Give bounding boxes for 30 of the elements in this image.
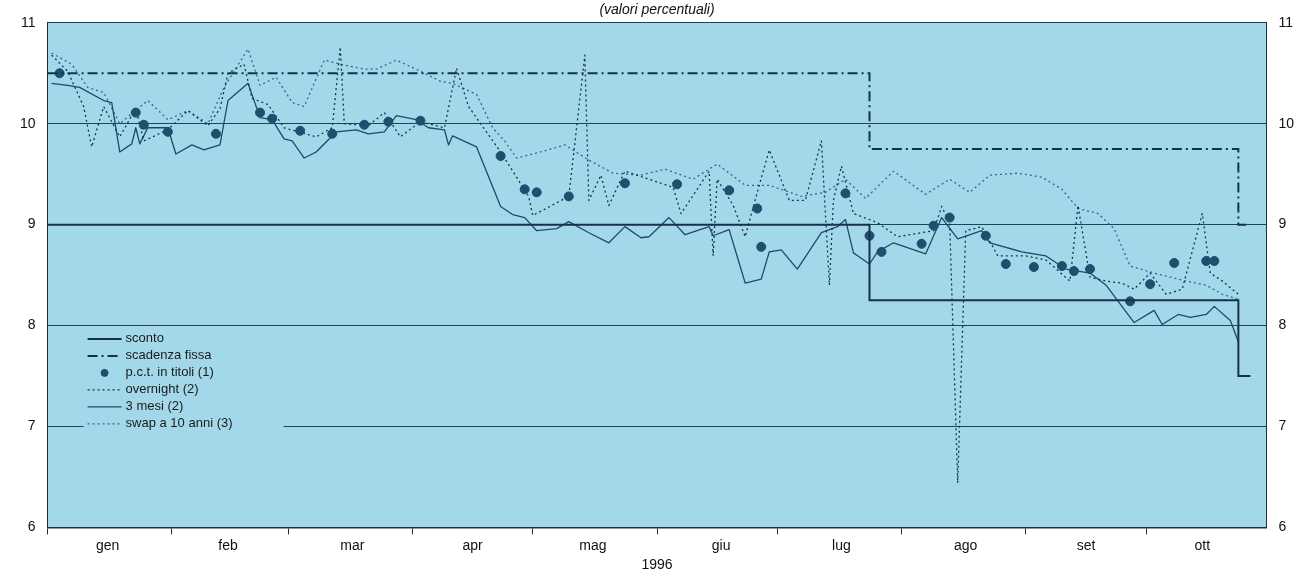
legend-label: 3 mesi (2) bbox=[125, 398, 184, 414]
x-tick-label: lug bbox=[832, 536, 851, 553]
x-tick-label: set bbox=[1076, 536, 1096, 553]
y-tick-label: 6 bbox=[27, 518, 36, 535]
x-tick-label: gen bbox=[96, 536, 120, 553]
x-tick-label: apr bbox=[462, 536, 484, 553]
y-tick-label: 11 bbox=[21, 13, 36, 30]
y2-tick-label: 10 bbox=[1278, 114, 1295, 131]
y2-tick-label: 9 bbox=[1278, 215, 1287, 232]
legend-label: sconto bbox=[125, 330, 164, 346]
y-tick-label: 9 bbox=[27, 215, 36, 232]
y2-tick-label: 8 bbox=[1278, 316, 1287, 333]
y2-tick-label: 6 bbox=[1278, 518, 1287, 535]
chart-subtitle: (valori percentuali) bbox=[599, 1, 715, 18]
y-tick-label: 10 bbox=[19, 114, 36, 131]
x-tick-label: giu bbox=[711, 536, 731, 553]
legend-label: swap a 10 anni (3) bbox=[125, 415, 233, 431]
y-tick-label: 8 bbox=[27, 316, 36, 333]
x-tick-label: mag bbox=[579, 536, 607, 553]
y2-tick-label: 7 bbox=[1278, 417, 1287, 434]
y-tick-label: 7 bbox=[27, 417, 36, 434]
legend-label: scadenza fissa bbox=[125, 347, 213, 363]
x-tick-label: ago bbox=[954, 536, 978, 553]
y2-tick-label: 11 bbox=[1278, 13, 1294, 30]
legend-label: p.c.t. in titoli (1) bbox=[125, 364, 214, 380]
x-axis-title: 1996 bbox=[641, 556, 673, 573]
x-tick-label: mar bbox=[340, 536, 365, 553]
x-tick-label: feb bbox=[218, 536, 238, 553]
legend-label: overnight (2) bbox=[125, 381, 199, 397]
x-tick-label: ott bbox=[1194, 536, 1211, 553]
